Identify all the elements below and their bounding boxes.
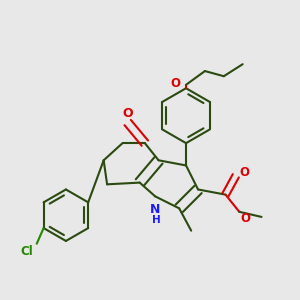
Text: O: O <box>240 212 250 225</box>
Text: N: N <box>150 203 160 216</box>
Text: H: H <box>152 215 161 225</box>
Text: Cl: Cl <box>20 245 33 258</box>
Text: O: O <box>239 167 249 179</box>
Text: O: O <box>171 76 181 90</box>
Text: O: O <box>122 107 133 121</box>
